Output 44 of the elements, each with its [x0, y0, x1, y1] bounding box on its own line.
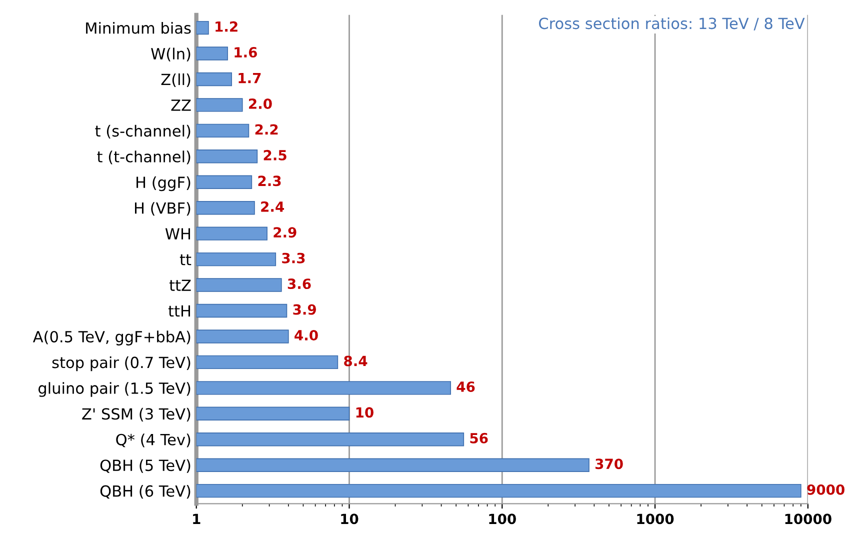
y-tick-label: t (t-channel)	[97, 150, 190, 164]
x-tick-label: 1	[193, 514, 200, 524]
chart-title: Cross section ratios: 13 TeV / 8 TeV	[539, 17, 805, 30]
y-tick-label: Z' SSM (3 TeV)	[82, 408, 190, 422]
y-tick-label: Minimum bias	[86, 22, 191, 34]
x-tick-label: 10000	[785, 514, 832, 524]
y-tick-label: W(ln)	[151, 48, 190, 62]
y-tick-label: ZZ	[171, 100, 191, 111]
x-tick-label: 10	[341, 514, 358, 524]
data-label: 1.6	[234, 47, 257, 58]
x-tick-label: 1000	[637, 514, 674, 524]
data-label: 56	[470, 432, 488, 444]
y-tick-label: Q* (4 Tev)	[116, 434, 190, 448]
data-label: 4.0	[294, 330, 318, 341]
data-label: 10	[356, 407, 374, 418]
data-label: 2.5	[264, 150, 286, 160]
y-tick-label: H (ggF)	[136, 176, 190, 192]
data-label: 2.4	[261, 201, 284, 212]
data-label: 9000	[807, 484, 844, 495]
data-label: 2.9	[274, 227, 296, 238]
x-tick-label: 100	[489, 514, 516, 524]
y-tick-label: QBH (5 TeV)	[100, 459, 190, 473]
data-label: 1.2	[216, 21, 238, 32]
y-tick-label: stop pair (0.7 TeV)	[52, 356, 190, 372]
y-tick-label: t (s-channel)	[95, 124, 190, 138]
data-label: 3.6	[288, 278, 311, 290]
data-label: 2.2	[255, 124, 278, 135]
data-label: 370	[595, 458, 623, 470]
y-tick-label: A(0.5 TeV, ggF+bbA)	[32, 330, 190, 346]
y-tick-label: ttH	[168, 305, 190, 317]
y-tick-label: Z(ll)	[161, 73, 190, 88]
y-tick-label: H (VBF)	[135, 202, 190, 216]
data-label: 2.3	[258, 176, 281, 186]
data-label: 1.7	[238, 72, 261, 84]
data-label: 8.4	[344, 356, 368, 366]
data-label: 46	[456, 381, 475, 392]
y-tick-label: tt	[180, 254, 192, 266]
y-tick-label: WH	[165, 228, 190, 240]
y-tick-label: gluino pair (1.5 TeV)	[38, 382, 190, 397]
y-tick-label: QBH (6 TeV)	[100, 485, 190, 499]
data-label: 3.9	[293, 304, 316, 315]
data-label: 3.3	[282, 252, 305, 264]
data-label: 2.0	[249, 98, 272, 109]
y-tick-label: ttZ	[169, 280, 191, 291]
